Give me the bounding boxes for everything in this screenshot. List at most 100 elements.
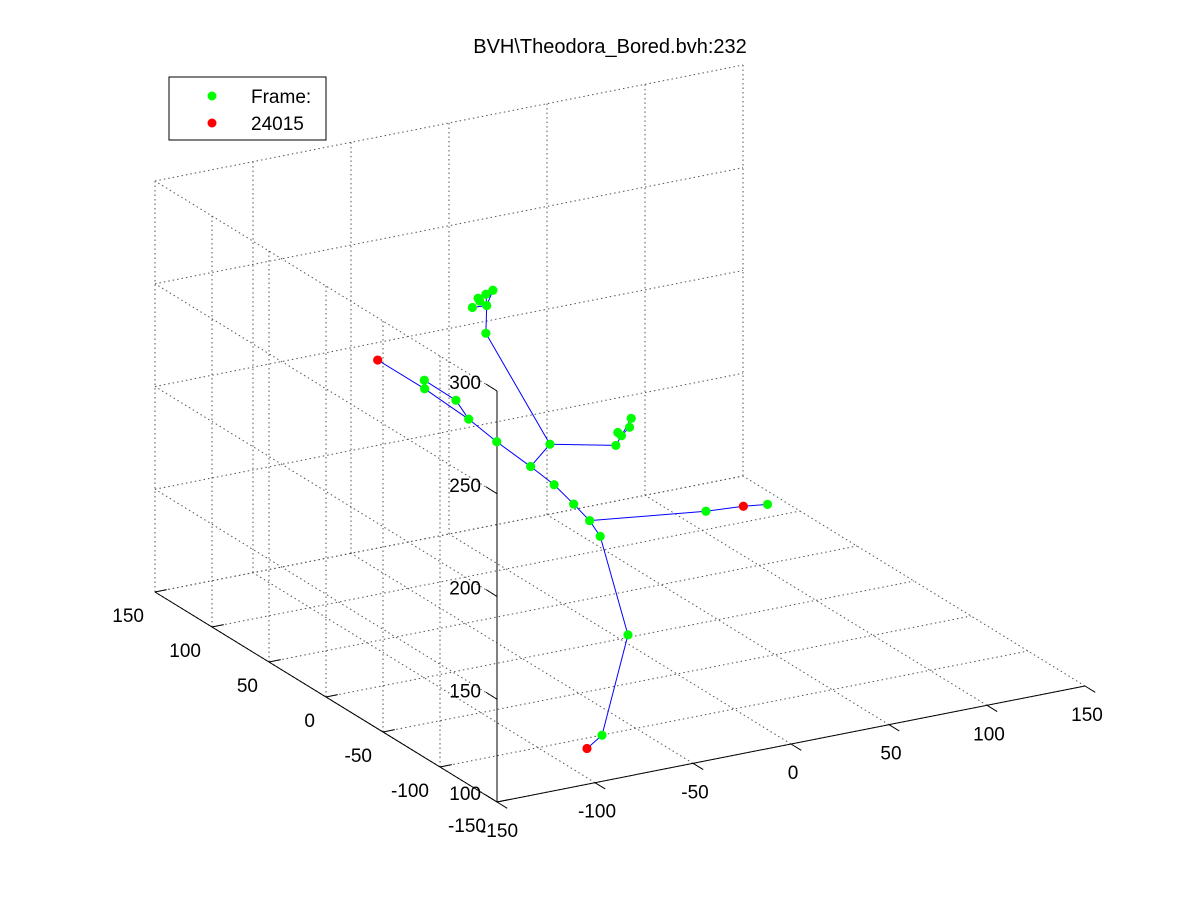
y-tick-label: 150: [112, 606, 144, 627]
x-tick-label: 100: [973, 724, 1005, 745]
x-tick-label: -150: [480, 821, 518, 842]
x-tick-0: [790, 743, 802, 751]
y-tick--50: [382, 729, 395, 733]
y-tick-label: 50: [237, 676, 258, 697]
joint-point: [597, 730, 607, 740]
x-tick-label: 50: [880, 744, 901, 765]
y-tick-label: 0: [304, 711, 315, 732]
joint-point: [488, 285, 498, 295]
legend: Frame: 24015: [168, 76, 327, 141]
joint-point: [595, 531, 605, 541]
grid-backwall-z-200: [154, 270, 744, 387]
chart-title: BVH\Theodora_Bored.bvh:232: [473, 36, 747, 58]
tick-labels: -150 -100 -50 0 50 100 150 -150 -100 -50 0 50 100 150…: [112, 373, 1103, 842]
x-tick-label: 0: [788, 763, 799, 784]
joint-point: [481, 328, 491, 338]
joint-point: [492, 437, 502, 447]
bone: [601, 634, 629, 736]
x-tick-label: -50: [681, 782, 708, 803]
grid-floor-x--50: [350, 552, 694, 764]
joint-point: [626, 413, 636, 423]
bone: [599, 536, 629, 635]
grid-leftwall-z-300: [154, 180, 498, 392]
grid-floor-x-0: [448, 533, 792, 745]
grid-leftwall-z-250: [154, 283, 498, 495]
x-tick-100: [986, 704, 998, 713]
z-tick-250: [485, 486, 498, 495]
joint-point: [464, 414, 474, 424]
bone: [549, 443, 616, 446]
grid-backwall-z-100: [154, 475, 744, 593]
joint-end-point: [582, 743, 592, 754]
joint-point: [623, 630, 633, 640]
grid-leftwall-z-200: [154, 386, 498, 597]
grid-floor-y-100: [211, 510, 801, 628]
joint-point: [624, 422, 635, 432]
y-tick-label: 100: [169, 641, 201, 662]
bone: [424, 379, 457, 401]
grid-floor-y-50: [268, 545, 858, 663]
y-tick--100: [439, 764, 452, 768]
z-tick-100: [485, 794, 498, 803]
bone: [705, 505, 744, 512]
z-tick-label: 150: [449, 681, 481, 702]
grid-floor-x-100: [644, 494, 988, 706]
bone: [530, 466, 555, 486]
y-tick--150: [496, 799, 509, 803]
z-tick-200: [485, 589, 498, 597]
grid-floor-y--50: [382, 615, 972, 733]
y-tick-label: -50: [345, 746, 372, 767]
joint-point: [549, 480, 559, 490]
joint-point: [762, 499, 773, 509]
x-tick--150: [496, 801, 508, 809]
joint-point: [545, 439, 555, 449]
grid-backwall-z-300: [154, 64, 744, 182]
y-tick-50: [268, 659, 281, 663]
bone: [496, 441, 531, 467]
bone: [485, 305, 488, 334]
joint-point: [473, 293, 483, 303]
joint-point: [419, 375, 429, 385]
legend-label-frame: Frame:: [251, 87, 311, 108]
grid-floor-y-0: [325, 580, 915, 698]
axis-lines: [154, 383, 1096, 809]
joint-point: [481, 289, 491, 299]
bone: [530, 443, 551, 467]
bone: [485, 333, 551, 445]
joint-point: [467, 302, 477, 313]
z-tick-label: 300: [449, 373, 481, 394]
y-tick-label: -150: [448, 816, 486, 837]
z-tick-label: 200: [449, 579, 481, 600]
grid-leftwall-z-150: [154, 488, 498, 700]
joint-point: [701, 506, 711, 516]
x-tick--50: [692, 762, 704, 771]
legend-box: [168, 76, 327, 141]
grid-backwall-z-250: [154, 167, 744, 285]
x-tick-label: 150: [1071, 705, 1103, 726]
z-tick-label: 250: [449, 476, 481, 497]
legend-marker-count: [207, 118, 217, 128]
joint-point: [585, 516, 595, 526]
y-tick-150: [154, 589, 167, 593]
joint-end-point: [373, 355, 383, 365]
y-tick-0: [325, 694, 338, 698]
x-tick--100: [594, 782, 606, 790]
x-tick-label: -100: [578, 802, 616, 823]
joint-point: [420, 384, 430, 394]
bone: [424, 388, 469, 420]
joint-point: [451, 395, 461, 405]
legend-marker-frame: [207, 91, 217, 101]
bone: [589, 510, 706, 522]
grid-floor-y--100: [439, 650, 1029, 768]
grid-backwall-z-150: [154, 372, 744, 490]
x-tick-50: [888, 724, 900, 732]
joint-point: [482, 300, 492, 311]
joint-point: [613, 427, 623, 438]
joint-point: [611, 440, 621, 451]
bone: [468, 418, 498, 443]
z-tick-150: [485, 691, 498, 700]
joint-end-point: [738, 501, 748, 511]
skeleton-joints: [373, 285, 773, 754]
